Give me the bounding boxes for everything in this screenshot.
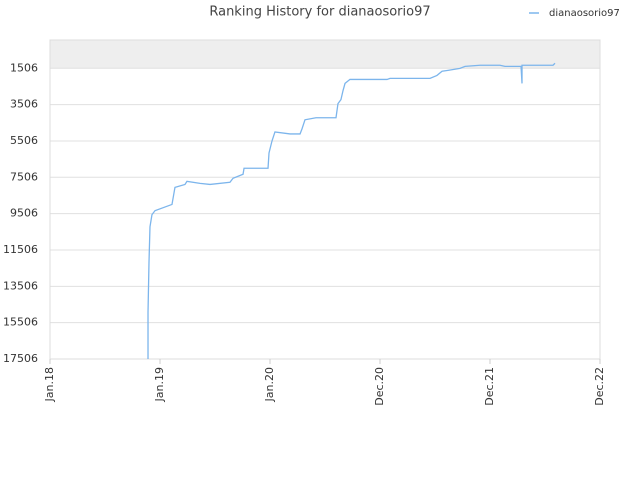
y-tick-label: 7506 <box>10 170 38 183</box>
plot-border <box>49 39 601 360</box>
y-tick-label: 13506 <box>3 279 38 292</box>
series-line <box>147 62 556 359</box>
y-tick-label: 17506 <box>3 352 38 365</box>
x-tick-label: Dec.21 <box>483 367 496 406</box>
y-tick-label: 5506 <box>10 134 38 147</box>
x-tick-label: Dec.22 <box>593 367 606 406</box>
x-tick-label: Jan.20 <box>263 367 276 402</box>
y-tick-label: 15506 <box>3 316 38 329</box>
x-tick-label: Jan.19 <box>153 367 166 402</box>
legend-label: dianaosorio97 <box>549 8 620 19</box>
x-tick-label: Jan.18 <box>43 367 56 402</box>
chart-title: Ranking History for dianaosorio97 <box>209 5 430 20</box>
x-tick-label: Dec.20 <box>373 367 386 406</box>
y-tick-label: 3506 <box>10 98 38 111</box>
y-tick-label: 9506 <box>10 207 38 220</box>
y-tick-label: 11506 <box>3 243 38 256</box>
y-tick-label: 1506 <box>10 61 38 74</box>
plot-band <box>50 40 600 68</box>
